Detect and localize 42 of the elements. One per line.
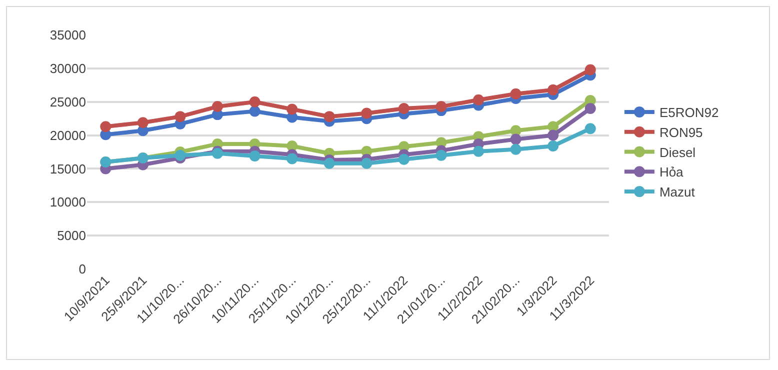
legend-label: Mazut [659, 184, 696, 200]
point [398, 103, 410, 114]
point [584, 123, 596, 134]
point [286, 104, 298, 115]
point [473, 146, 484, 157]
legend-label: E5RON92 [659, 105, 719, 120]
point [473, 94, 484, 106]
y-tick-label: 0 [78, 262, 86, 277]
point [100, 121, 112, 132]
point [510, 88, 522, 100]
y-tick-label: 10000 [50, 194, 86, 210]
point [510, 144, 522, 155]
y-tick-label: 20000 [50, 128, 86, 143]
point [584, 64, 596, 76]
point [584, 103, 596, 114]
legend-label: RON95 [659, 124, 703, 140]
point [548, 130, 559, 141]
point [249, 106, 260, 117]
point [137, 117, 148, 128]
point [436, 101, 447, 112]
point [249, 96, 260, 108]
point [510, 134, 522, 145]
point [548, 140, 559, 152]
y-tick-label: 5000 [57, 228, 86, 244]
point [174, 111, 186, 122]
legend-label: Hỏa [659, 164, 684, 180]
point [174, 150, 186, 161]
point [212, 101, 223, 112]
point [324, 158, 335, 169]
y-tick-label: 15000 [50, 161, 86, 176]
point [361, 158, 372, 169]
y-tick-label: 35000 [50, 28, 86, 43]
y-tick-label: 30000 [50, 60, 86, 76]
point [286, 153, 298, 164]
point [548, 84, 559, 96]
legend-label: Diesel [659, 144, 696, 160]
point [324, 111, 335, 122]
point [249, 150, 260, 162]
point [361, 108, 372, 119]
point [398, 154, 410, 165]
point [436, 150, 447, 161]
y-tick-label: 25000 [50, 94, 86, 110]
